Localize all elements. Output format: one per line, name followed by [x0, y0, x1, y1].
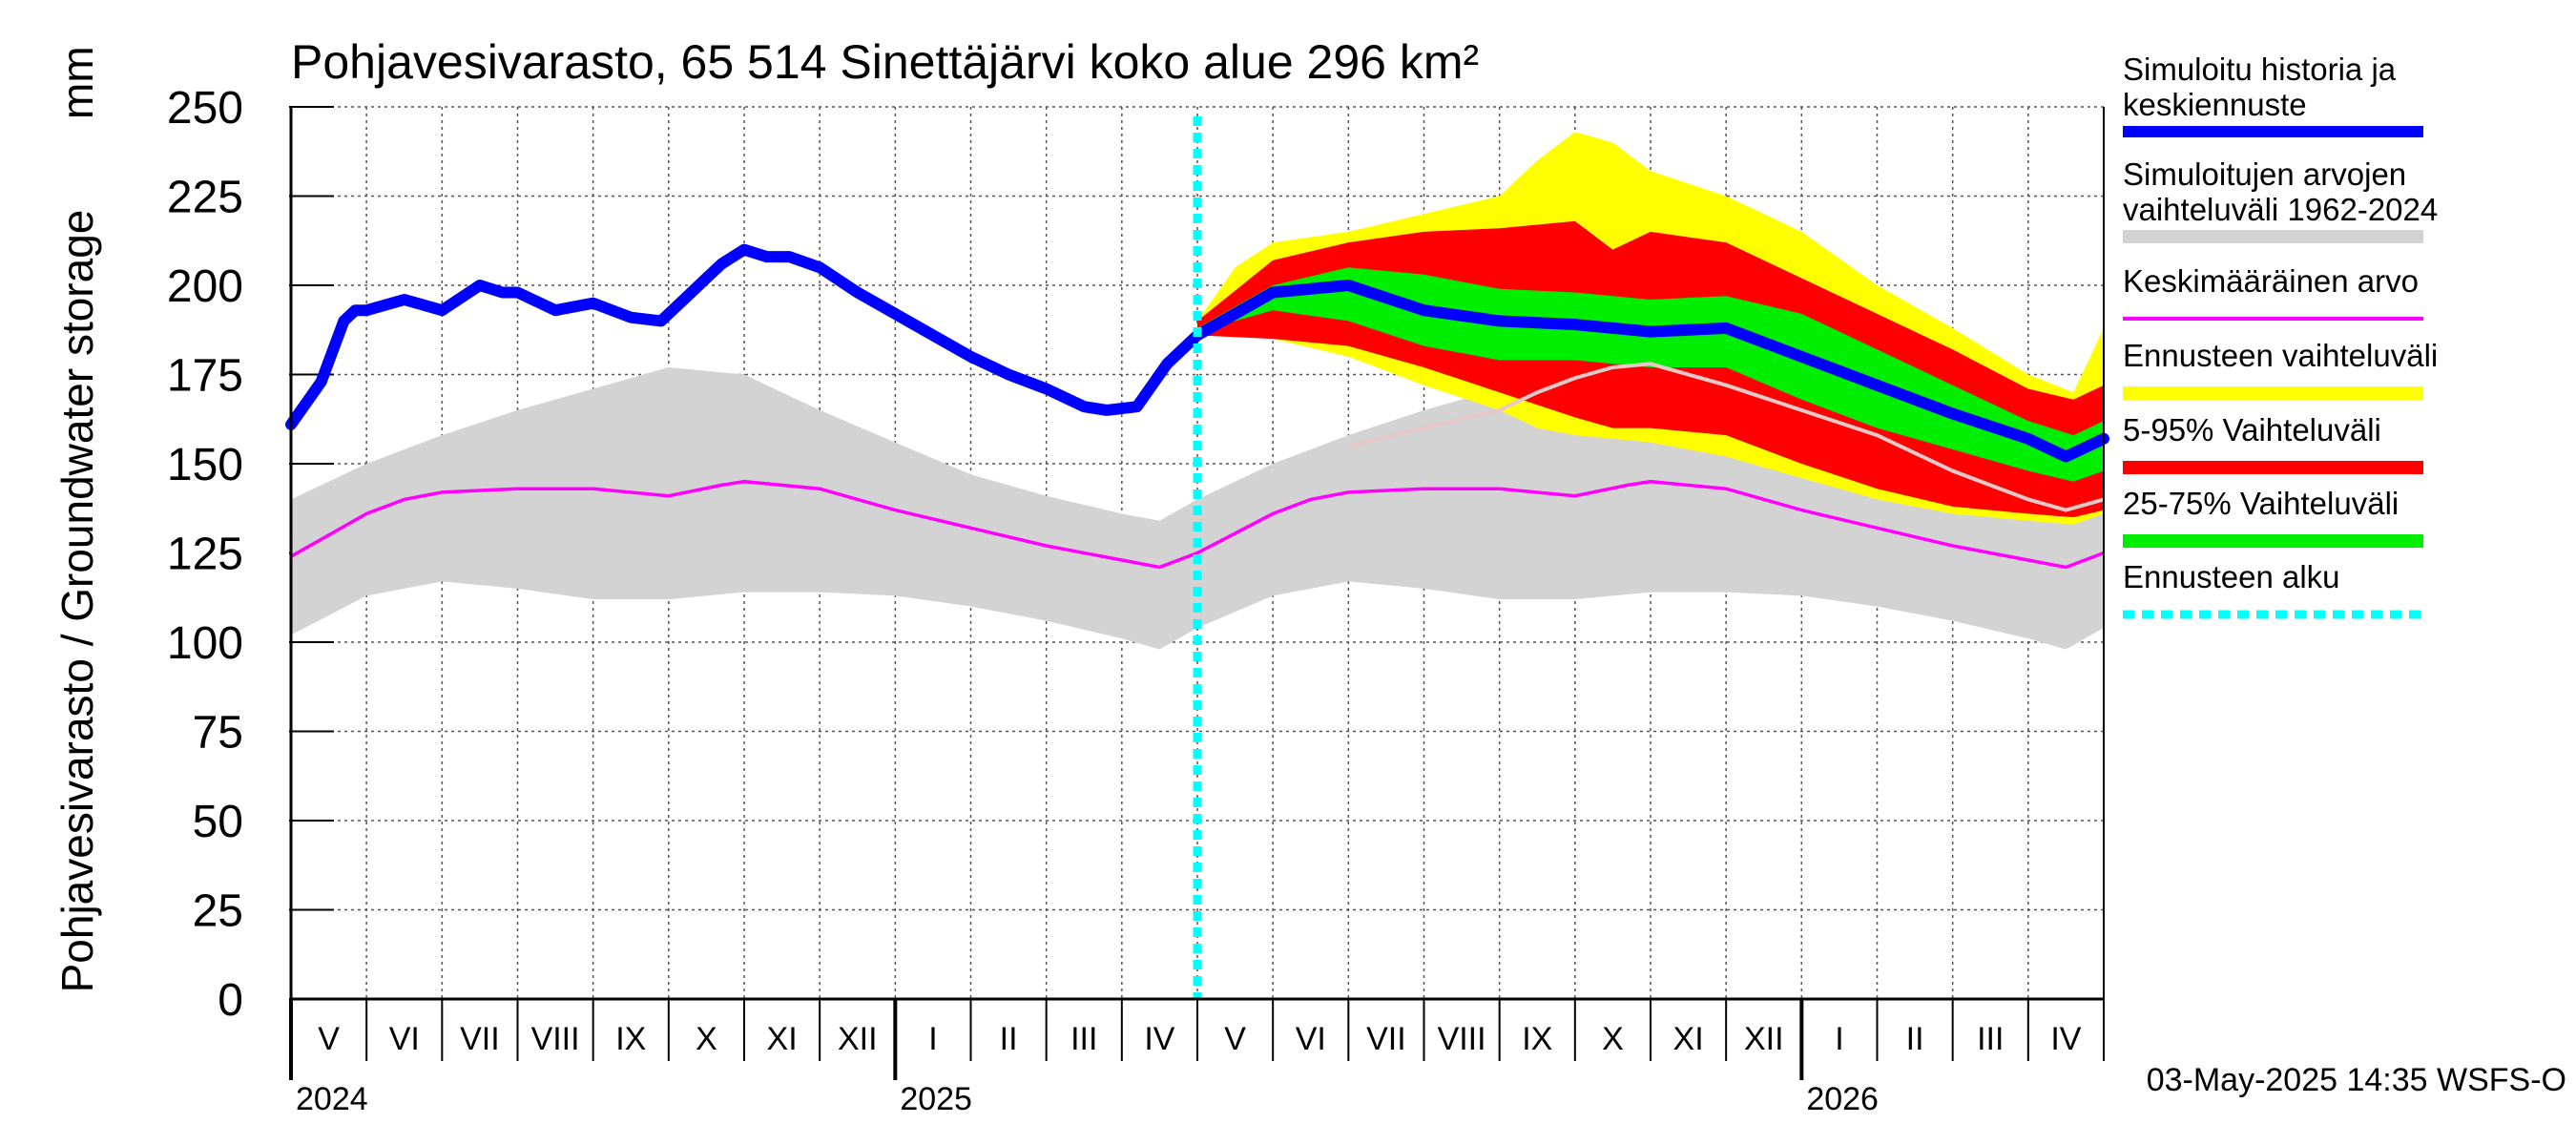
- month-label: VII: [460, 1021, 500, 1057]
- legend-label: 25-75% Vaihteluväli: [2123, 486, 2399, 521]
- month-label: III: [1977, 1021, 2004, 1057]
- month-label: IV: [2050, 1021, 2081, 1057]
- month-label: VII: [1366, 1021, 1406, 1057]
- month-label: IV: [1144, 1021, 1174, 1057]
- y-tick-label: 250: [167, 83, 243, 134]
- legend-label: keskiennuste: [2123, 87, 2307, 122]
- legend-label: Simuloitujen arvojen: [2123, 156, 2406, 192]
- y-axis-label: Pohjavesivarasto / Groundwater storage: [52, 210, 102, 993]
- y-tick-label: 100: [167, 618, 243, 669]
- y-tick-label: 50: [193, 797, 243, 847]
- chart-title: Pohjavesivarasto, 65 514 Sinettäjärvi ko…: [291, 35, 1479, 89]
- y-tick-label: 225: [167, 173, 243, 223]
- month-label: XII: [838, 1021, 878, 1057]
- month-label: V: [318, 1021, 340, 1057]
- mean-line: [290, 479, 2105, 570]
- month-label: IX: [1522, 1021, 1552, 1057]
- y-tick-label: 25: [193, 886, 243, 937]
- year-label: 2024: [296, 1081, 368, 1117]
- y-tick-label: 75: [193, 708, 243, 759]
- forecast-secondary-line: [1347, 362, 2105, 512]
- legend-label: vaihteluväli 1962-2024: [2123, 192, 2438, 227]
- month-label: V: [1224, 1021, 1246, 1057]
- month-label: VI: [389, 1021, 420, 1057]
- y-axis-unit: mm: [52, 46, 102, 119]
- legend-label: Ennusteen vaihteluväli: [2123, 338, 2438, 373]
- year-label: 2025: [900, 1081, 972, 1117]
- month-label: III: [1070, 1021, 1097, 1057]
- month-label: XI: [767, 1021, 798, 1057]
- month-label: X: [696, 1021, 717, 1057]
- y-tick-label: 150: [167, 440, 243, 490]
- month-label: I: [928, 1021, 937, 1057]
- history-line: [285, 243, 1203, 430]
- forecast-25-75-band: [1197, 267, 2104, 482]
- month-label: IX: [615, 1021, 646, 1057]
- y-tick-label: 200: [167, 261, 243, 312]
- month-label: VIII: [531, 1021, 580, 1057]
- month-label: II: [1000, 1021, 1018, 1057]
- y-tick-label: 175: [167, 351, 243, 402]
- month-label: X: [1602, 1021, 1624, 1057]
- legend-label: Ennusteen alku: [2123, 559, 2340, 594]
- month-label: XI: [1673, 1021, 1704, 1057]
- y-tick-label: 125: [167, 530, 243, 580]
- legend-label: Simuloitu historia ja: [2123, 52, 2397, 87]
- legend-label: Keskimääräinen arvo: [2123, 263, 2419, 299]
- month-label: VIII: [1438, 1021, 1486, 1057]
- year-label: 2026: [1806, 1081, 1879, 1117]
- timestamp: 03-May-2025 14:35 WSFS-O: [2147, 1062, 2566, 1098]
- month-label: I: [1835, 1021, 1843, 1057]
- legend-label: 5-95% Vaihteluväli: [2123, 412, 2381, 448]
- y-tick-label: 0: [218, 975, 243, 1026]
- forecast-median-line: [1192, 280, 2109, 463]
- month-label: II: [1906, 1021, 1924, 1057]
- month-label: XII: [1744, 1021, 1784, 1057]
- month-label: VI: [1296, 1021, 1326, 1057]
